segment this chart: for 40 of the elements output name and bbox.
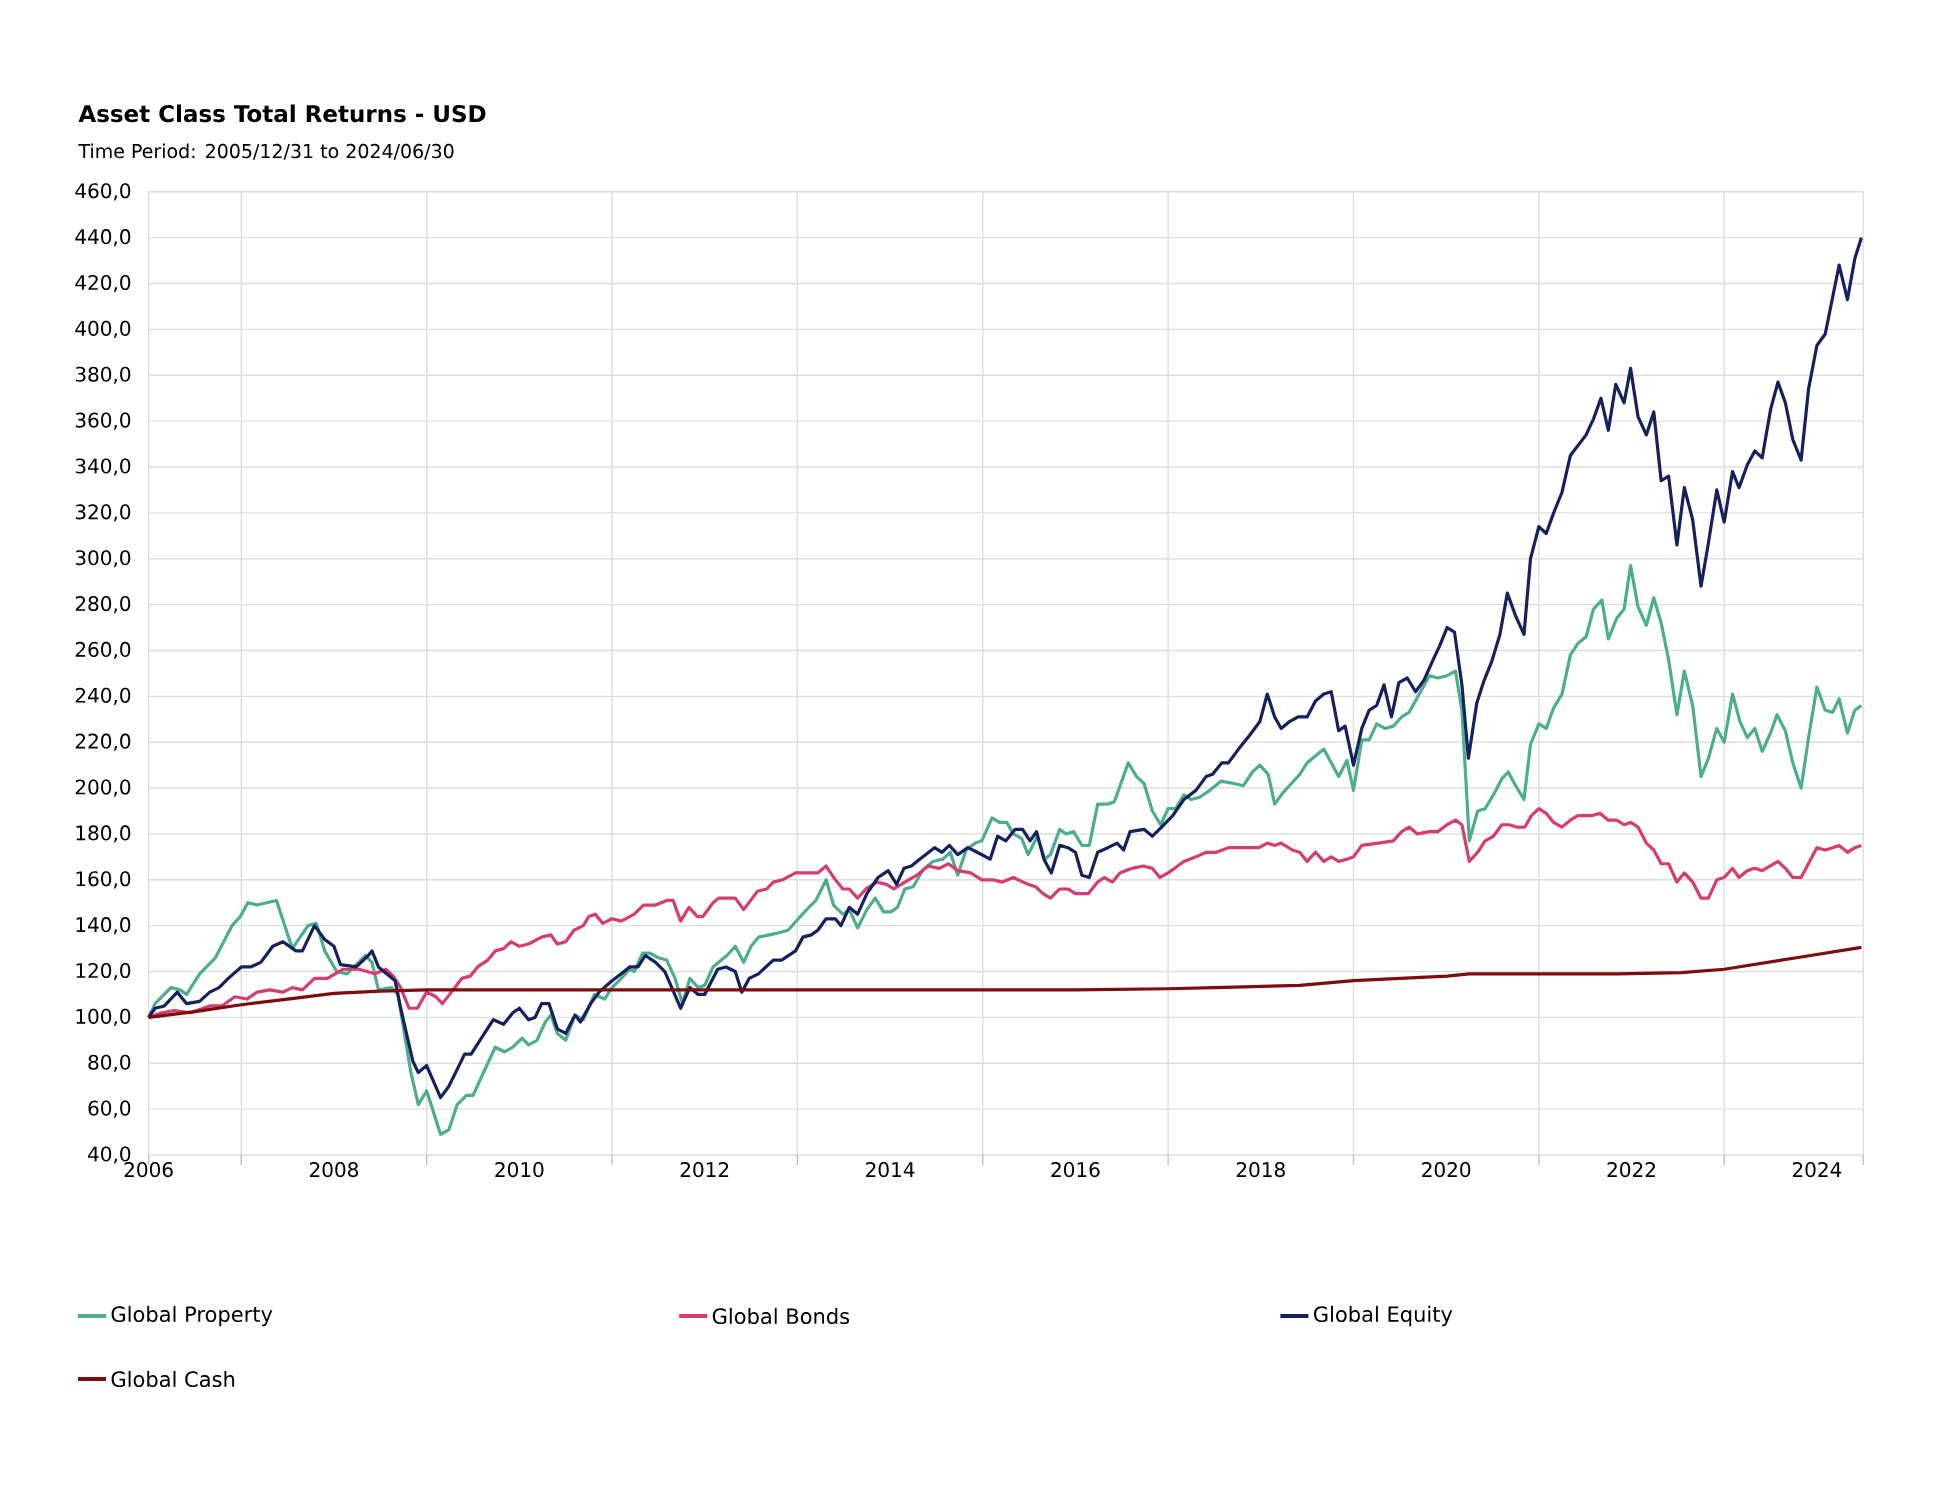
x-tick-label: 2014: [866, 1162, 915, 1178]
y-tick-label: 220,0: [75, 733, 131, 751]
x-tick-label: 2006: [124, 1162, 173, 1178]
y-tick-label: 160,0: [76, 871, 131, 889]
y-tick-label: 40,0: [88, 1146, 131, 1164]
x-tick-label: 2016: [1051, 1162, 1100, 1178]
chart-title: Asset Class Total Returns - USD: [78, 104, 486, 123]
x-tick-label: 2008: [310, 1162, 359, 1178]
y-tick-label: 260,0: [75, 641, 131, 660]
y-tick-label: 100,0: [76, 1008, 131, 1026]
x-tick-label: 2022: [1607, 1162, 1655, 1178]
line-series: [147, 564, 1863, 1136]
y-tick-label: 400,0: [75, 320, 131, 338]
x-tick-label: 2018: [1236, 1162, 1285, 1178]
y-tick-label: 240,0: [75, 687, 131, 705]
y-tick-label: 420,0: [75, 274, 131, 293]
line-series: [147, 945, 1863, 1019]
legend-label: Global Equity: [1314, 1305, 1453, 1327]
y-tick-label: 60,0: [88, 1100, 131, 1118]
y-tick-label: 460,0: [75, 183, 131, 201]
y-tick-label: 380,0: [75, 366, 131, 384]
y-tick-label: 440,0: [75, 229, 131, 247]
legend-label: Global Property: [111, 1305, 273, 1327]
y-tick-label: 120,0: [76, 962, 131, 981]
chart-subtitle: Time Period: 2005/12/31 to 2024/06/30: [78, 143, 454, 160]
x-tick-label: 2020: [1422, 1162, 1471, 1178]
y-tick-label: 180,0: [76, 825, 131, 843]
y-tick-label: 360,0: [75, 412, 131, 430]
y-tick-label: 140,0: [76, 917, 131, 935]
x-tick-label: 2010: [495, 1162, 544, 1178]
x-tick-label: 2024: [1792, 1162, 1842, 1178]
y-tick-label: 340,0: [75, 458, 131, 476]
y-tick-label: 280,0: [75, 595, 131, 614]
y-tick-label: 300,0: [75, 550, 131, 568]
legend-label: Global Bonds: [712, 1307, 850, 1325]
x-tick-label: 2012: [680, 1162, 729, 1178]
y-tick-label: 320,0: [75, 504, 131, 522]
legend-label: Global Cash: [111, 1370, 235, 1388]
y-tick-label: 80,0: [88, 1054, 131, 1072]
y-tick-label: 200,0: [75, 779, 131, 797]
